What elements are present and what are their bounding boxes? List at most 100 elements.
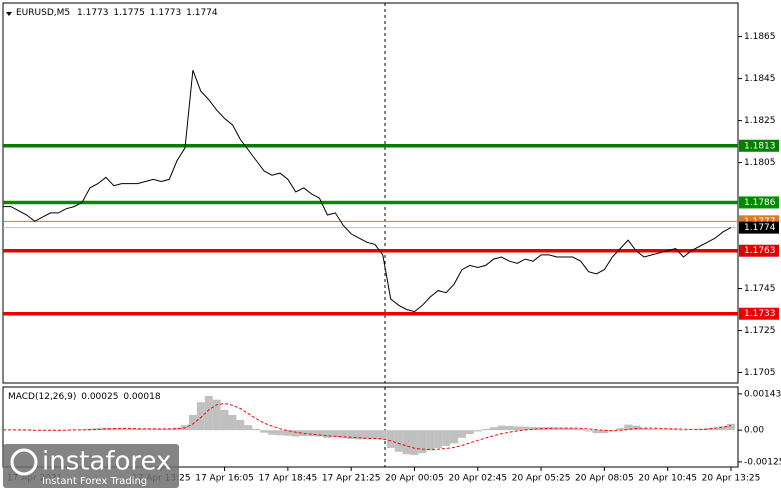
high: 1.1775 — [113, 8, 145, 18]
histogram-bar — [355, 430, 364, 440]
histogram-bar — [165, 428, 174, 431]
histogram-bar — [283, 430, 292, 436]
signal-line — [3, 402, 732, 451]
histogram-bar — [331, 430, 340, 438]
histogram-bar — [426, 430, 435, 451]
histogram-bar — [624, 424, 633, 431]
histogram-bar — [616, 428, 625, 431]
y-tick-label: 1.1745 — [744, 284, 776, 294]
histogram-bar — [442, 430, 451, 446]
low: 1.1773 — [150, 8, 182, 18]
histogram-bar — [157, 428, 166, 431]
x-tick-label: 20 Apr 10:45 — [638, 474, 697, 484]
price-tag — [739, 307, 779, 320]
logo-brand: instaforex — [42, 447, 171, 477]
histogram-bar — [465, 430, 474, 434]
histogram-bar — [149, 428, 158, 431]
y-tick-label: 0.00 — [744, 426, 764, 436]
price-line — [3, 70, 732, 313]
x-tick-label: 20 Apr 00:05 — [385, 474, 444, 484]
histogram-bar — [600, 430, 609, 434]
histogram-bar — [339, 430, 348, 439]
histogram-bar — [228, 414, 237, 431]
histogram-bar — [671, 429, 680, 431]
histogram-bar — [687, 429, 696, 431]
histogram-bar — [640, 428, 648, 431]
symbol: EURUSD,M5 — [16, 8, 70, 18]
histogram-bar — [727, 423, 735, 431]
histogram-bar — [497, 425, 506, 431]
price-tag — [739, 244, 779, 257]
histogram-bar — [307, 430, 316, 437]
x-tick-label: 20 Apr 05:25 — [512, 474, 571, 484]
histogram-bar — [125, 428, 134, 431]
histogram-bar — [655, 429, 664, 431]
histogram-bar — [315, 430, 324, 437]
chart-header: EURUSD,M5 1.1773 1.1775 1.1773 1.1774 — [16, 8, 218, 18]
histogram-bar — [173, 427, 182, 431]
price-tag — [739, 196, 779, 209]
y-tick-label: 0.00143 — [744, 389, 781, 399]
x-tick-label: 20 Apr 13:25 — [702, 474, 761, 484]
watermark: instaforex Instant Forex Trading — [3, 444, 179, 488]
histogram-bar — [521, 426, 530, 431]
x-tick-label: 17 Apr 21:25 — [322, 474, 381, 484]
histogram-bar — [711, 427, 720, 431]
menu-arrow — [6, 12, 12, 16]
histogram-bar — [117, 428, 126, 431]
histogram-bar — [62, 429, 71, 431]
y-tick-label: 1.1705 — [744, 368, 776, 378]
y-tick-label: 1.1865 — [744, 32, 776, 42]
histogram-bar — [473, 430, 482, 432]
histogram-bar — [545, 427, 553, 431]
histogram-bar — [212, 399, 221, 431]
price-tag-label: 1.1763 — [744, 246, 776, 256]
logo-icon — [10, 448, 38, 476]
histogram-bar — [568, 428, 577, 431]
x-tick-label: 17 Apr 18:45 — [259, 474, 318, 484]
logo-tagline: Instant Forex Trading — [42, 476, 147, 487]
histogram-bar — [291, 430, 300, 437]
x-tick-label: 17 Apr 16:05 — [195, 474, 254, 484]
histogram-bar — [276, 430, 284, 436]
signal-value: 0.00018 — [123, 392, 160, 402]
price-tag-label: 1.1733 — [744, 309, 776, 319]
histogram-bar — [560, 427, 569, 431]
histogram-bar — [204, 395, 213, 431]
histogram-bar — [402, 430, 411, 455]
histogram-bar — [363, 430, 371, 440]
close: 1.1774 — [186, 8, 218, 18]
histogram-bar — [529, 427, 538, 431]
histogram-bar — [481, 428, 490, 431]
histogram-bar — [394, 430, 403, 452]
histogram-bar — [78, 429, 87, 431]
histogram-bar — [552, 427, 561, 431]
price-panel — [2, 2, 739, 384]
histogram-bar — [196, 402, 205, 431]
histogram-bar — [505, 425, 514, 431]
histogram-bar — [632, 425, 640, 431]
histogram-bar — [584, 430, 593, 432]
histogram-bar — [592, 430, 601, 434]
histogram-bar — [188, 414, 197, 431]
y-tick-label: 1.1825 — [744, 116, 776, 126]
y-tick-label: 1.1845 — [744, 74, 776, 84]
histogram-bar — [252, 428, 261, 431]
histogram-bar — [410, 430, 419, 456]
histogram-bar — [22, 430, 31, 431]
price-tag — [739, 221, 779, 234]
histogram-bar — [133, 428, 142, 431]
price-tag-label: 1.1813 — [744, 141, 776, 151]
price-tag-label: 1.1774 — [744, 223, 776, 233]
y-tick-label: 1.1805 — [744, 158, 776, 168]
histogram-bar — [378, 430, 387, 440]
histogram-bar — [268, 430, 276, 435]
x-tick-label: 20 Apr 08:05 — [575, 474, 634, 484]
histogram-bar — [220, 409, 229, 431]
logo-box — [3, 444, 179, 488]
macd-value: 0.00025 — [81, 392, 118, 402]
histogram-bar — [513, 426, 522, 431]
price-tag — [739, 139, 779, 152]
histogram-bar — [647, 428, 656, 431]
